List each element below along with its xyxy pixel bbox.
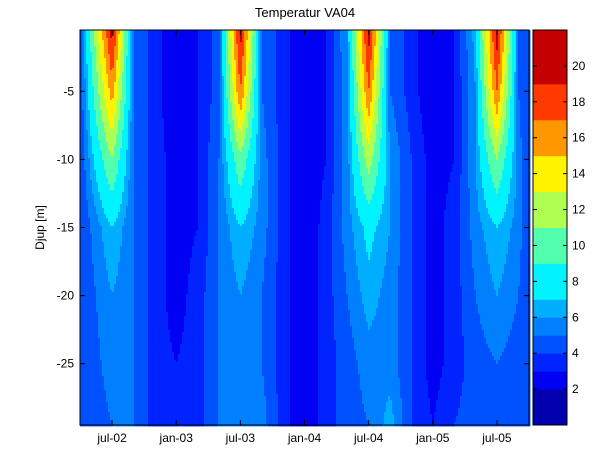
contour-plot-area — [80, 30, 530, 426]
chart-title: Temperatur VA04 — [80, 5, 530, 20]
